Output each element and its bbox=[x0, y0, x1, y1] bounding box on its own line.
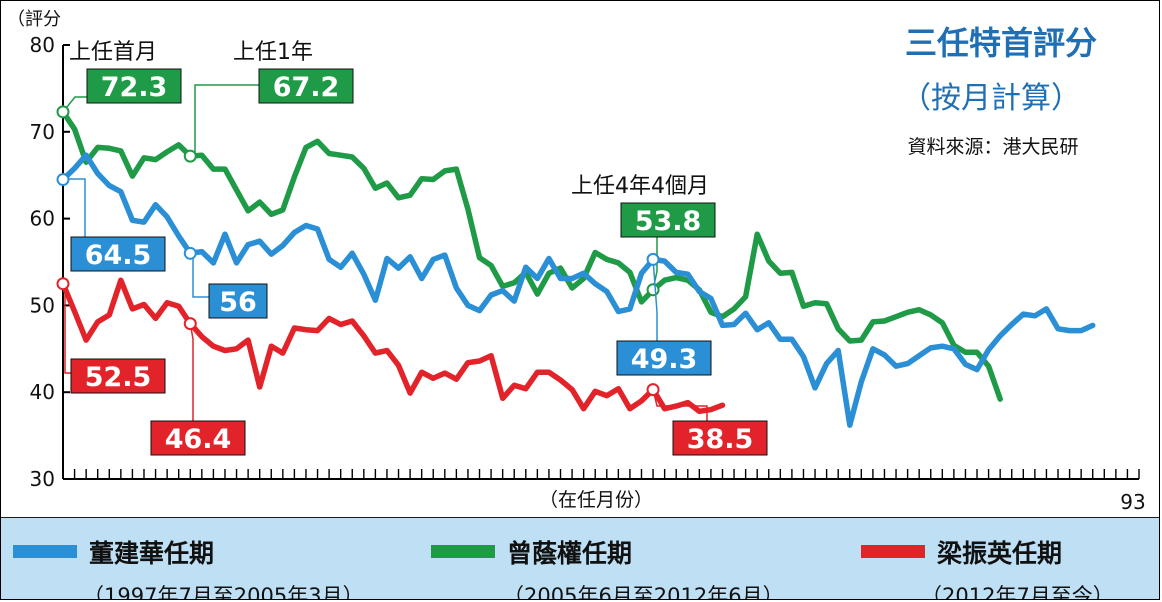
y-tick-label: 80 bbox=[30, 33, 55, 57]
x-end-tick-label: 93 bbox=[1120, 490, 1145, 514]
y-tick-label: 50 bbox=[30, 293, 55, 317]
annotation-value: 72.3 bbox=[101, 72, 168, 103]
y-tick-label: 70 bbox=[30, 120, 55, 144]
legend-swatch-tsang bbox=[431, 545, 495, 558]
series-line-2 bbox=[60, 277, 726, 415]
annotation-value: 49.3 bbox=[631, 344, 698, 375]
annotation-box bbox=[672, 420, 768, 456]
legend-swatch-leung bbox=[861, 545, 925, 558]
annotation-marker bbox=[646, 283, 660, 297]
source-note: 資料來源：港大民研 bbox=[907, 136, 1078, 158]
y-axis-label: （評分 bbox=[7, 9, 61, 30]
annotation-value: 67.2 bbox=[273, 72, 340, 103]
annotation-value: 56 bbox=[219, 287, 257, 318]
legend-period-tung: （1997年7月至2005年3月） bbox=[83, 584, 364, 600]
annotation-leader bbox=[189, 323, 194, 421]
annotation-leader bbox=[190, 84, 259, 157]
series-line-1 bbox=[60, 109, 1003, 402]
annotation-label: 上任首月 bbox=[69, 40, 157, 65]
annotation-box bbox=[208, 283, 268, 319]
legend-label-tung: 董建華任期 bbox=[89, 539, 215, 568]
annotation-box bbox=[70, 236, 166, 272]
axes: 30 40 50 60 70 80 bbox=[30, 33, 1140, 491]
legend-swatch-tung bbox=[13, 545, 77, 558]
annotation-label: 上任1年 bbox=[233, 40, 313, 65]
x-axis-label: （在任月份） bbox=[539, 489, 653, 511]
annotation-box bbox=[258, 68, 354, 104]
y-tick-label: 60 bbox=[30, 207, 55, 231]
legend-label-tsang: 曾蔭權任期 bbox=[507, 539, 633, 568]
annotation-value: 53.8 bbox=[635, 206, 702, 237]
y-tick-label: 40 bbox=[30, 380, 55, 404]
annotation-box bbox=[86, 68, 182, 104]
annotation-marker bbox=[183, 149, 197, 163]
annotation-value: 52.5 bbox=[85, 362, 152, 393]
legend-label-leung: 梁振英任期 bbox=[937, 539, 1063, 568]
chart-subtitle: （按月計算） bbox=[901, 81, 1081, 116]
annotation-marker bbox=[56, 173, 70, 187]
chart-title: 三任特首評分 bbox=[905, 24, 1097, 62]
legend-period-tsang: （2005年6月至2012年6月） bbox=[503, 584, 784, 600]
annotation-marker bbox=[183, 317, 197, 331]
annotation-box bbox=[150, 420, 246, 456]
line-chart: 30 40 50 60 70 80 72.3 上任首月 67.2 上任1年 53.8 上任4年4個月… bbox=[7, 9, 1146, 514]
legend-period-leung: （2012年7月至今） bbox=[921, 584, 1114, 600]
annotation-box bbox=[70, 358, 166, 394]
annotation-marker bbox=[183, 246, 197, 260]
annotation-box bbox=[620, 202, 716, 238]
annotation-marker bbox=[646, 252, 660, 266]
legend: 董建華任期 （1997年7月至2005年3月） 曾蔭權任期 （2005年6月至2… bbox=[1, 517, 1159, 600]
series-lines bbox=[60, 109, 1096, 428]
annotation-leader bbox=[652, 389, 708, 421]
annotation-box bbox=[616, 340, 712, 376]
annotation-leader bbox=[62, 178, 86, 237]
series-line-0 bbox=[60, 152, 1096, 428]
annotation-value: 38.5 bbox=[687, 424, 754, 455]
annotation-value: 64.5 bbox=[85, 240, 152, 271]
annotation-marker bbox=[56, 277, 70, 291]
annotation-leader bbox=[652, 259, 658, 341]
annotation-marker bbox=[646, 383, 660, 397]
y-tick-label: 30 bbox=[30, 467, 55, 491]
annotation-marker bbox=[56, 105, 70, 119]
annotations: 72.3 上任首月 67.2 上任1年 53.8 上任4年4個月 64.5 56 49.3 52.… bbox=[56, 40, 768, 456]
annotation-label: 上任4年4個月 bbox=[571, 174, 709, 199]
annotation-value: 46.4 bbox=[165, 424, 232, 455]
